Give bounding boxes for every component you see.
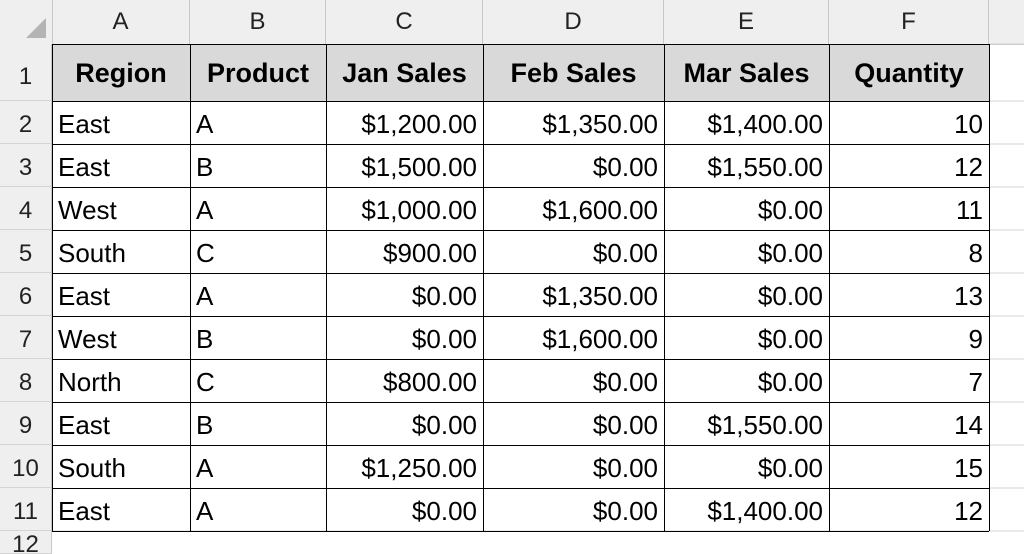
- cell-a10[interactable]: South: [58, 453, 126, 483]
- row-header-7[interactable]: 7: [0, 316, 52, 359]
- cell-b10[interactable]: A: [196, 453, 214, 483]
- header-cell-c1[interactable]: Jan Sales: [326, 44, 483, 101]
- cell-c8[interactable]: $800.00: [383, 367, 477, 397]
- cell-d9[interactable]: $0.00: [592, 410, 658, 440]
- cell-c3[interactable]: $1,500.00: [361, 152, 477, 182]
- cell-f5[interactable]: 8: [968, 238, 983, 268]
- cell-c7[interactable]: $0.00: [411, 324, 477, 354]
- cell-e9[interactable]: $1,550.00: [707, 410, 823, 440]
- cell-a4[interactable]: West: [58, 195, 117, 225]
- cell-d3[interactable]: $0.00: [592, 152, 658, 182]
- select-all-button[interactable]: [0, 0, 53, 44]
- row-header-6[interactable]: 6: [0, 273, 52, 316]
- cell-e2[interactable]: $1,400.00: [707, 109, 823, 139]
- header-cell-a1[interactable]: Region: [52, 44, 190, 101]
- cell-a3[interactable]: East: [58, 152, 111, 182]
- cell-e4[interactable]: $0.00: [757, 195, 823, 225]
- cell-f6[interactable]: 13: [954, 281, 983, 311]
- cell-c9[interactable]: $0.00: [411, 410, 477, 440]
- cell-a7[interactable]: West: [58, 324, 117, 354]
- row-header-2[interactable]: 2: [0, 101, 52, 144]
- column-header-a[interactable]: A: [52, 0, 190, 44]
- cell-e3[interactable]: $1,550.00: [707, 152, 823, 182]
- column-header-f[interactable]: F: [829, 0, 989, 44]
- cell-d6[interactable]: $1,350.00: [542, 281, 658, 311]
- cell-e6[interactable]: $0.00: [757, 281, 823, 311]
- cell-d11[interactable]: $0.00: [592, 496, 658, 526]
- row-header-1[interactable]: 1: [0, 44, 52, 101]
- cell-a9[interactable]: East: [58, 410, 111, 440]
- cell-d7[interactable]: $1,600.00: [542, 324, 658, 354]
- cell-c6[interactable]: $0.00: [411, 281, 477, 311]
- cell-d2[interactable]: $1,350.00: [542, 109, 658, 139]
- row-header-12[interactable]: 12: [0, 531, 52, 554]
- cell-f2[interactable]: 10: [954, 109, 983, 139]
- column-header-d[interactable]: D: [483, 0, 664, 44]
- header-cell-e1[interactable]: Mar Sales: [664, 44, 829, 101]
- cell-d10[interactable]: $0.00: [592, 453, 658, 483]
- row-header-10[interactable]: 10: [0, 445, 52, 488]
- row-header-11[interactable]: 11: [0, 488, 52, 531]
- cell-f4[interactable]: 11: [956, 195, 983, 225]
- cell-c11[interactable]: $0.00: [411, 496, 477, 526]
- select-all-triangle-icon: [26, 18, 46, 38]
- cell-e7[interactable]: $0.00: [757, 324, 823, 354]
- header-cell-f1[interactable]: Quantity: [829, 44, 989, 101]
- cell-f3[interactable]: 12: [954, 152, 983, 182]
- row-header-9[interactable]: 9: [0, 402, 52, 445]
- cell-f11[interactable]: 12: [954, 496, 983, 526]
- cell-b5[interactable]: C: [196, 238, 215, 268]
- cell-d5[interactable]: $0.00: [592, 238, 658, 268]
- cell-b6[interactable]: A: [196, 281, 214, 311]
- cell-a2[interactable]: East: [58, 109, 111, 139]
- cell-f9[interactable]: 14: [954, 410, 983, 440]
- cell-b8[interactable]: C: [196, 367, 215, 397]
- row-header-8[interactable]: 8: [0, 359, 52, 402]
- cell-a8[interactable]: North: [58, 367, 122, 397]
- cell-c10[interactable]: $1,250.00: [361, 453, 477, 483]
- header-cell-b1[interactable]: Product: [190, 44, 326, 101]
- cell-e11[interactable]: $1,400.00: [707, 496, 823, 526]
- cell-a6[interactable]: East: [58, 281, 111, 311]
- cell-f10[interactable]: 15: [954, 453, 983, 483]
- cell-d8[interactable]: $0.00: [592, 367, 658, 397]
- cell-e10[interactable]: $0.00: [757, 453, 823, 483]
- cell-c2[interactable]: $1,200.00: [361, 109, 477, 139]
- cell-c5[interactable]: $900.00: [383, 238, 477, 268]
- cell-b3[interactable]: B: [196, 152, 214, 182]
- header-cell-d1[interactable]: Feb Sales: [483, 44, 664, 101]
- cell-b9[interactable]: B: [196, 410, 214, 440]
- row-header-3[interactable]: 3: [0, 144, 52, 187]
- cell-f7[interactable]: 9: [968, 324, 983, 354]
- cell-a5[interactable]: South: [58, 238, 126, 268]
- row-header-5[interactable]: 5: [0, 230, 52, 273]
- cell-e5[interactable]: $0.00: [757, 238, 823, 268]
- cell-b2[interactable]: A: [196, 109, 214, 139]
- row-header-4[interactable]: 4: [0, 187, 52, 230]
- column-header-c[interactable]: C: [326, 0, 483, 44]
- cell-c4[interactable]: $1,000.00: [361, 195, 477, 225]
- cell-b7[interactable]: B: [196, 324, 214, 354]
- cell-b11[interactable]: A: [196, 496, 214, 526]
- column-header-b[interactable]: B: [190, 0, 326, 44]
- cell-f8[interactable]: 7: [968, 367, 983, 397]
- cell-d4[interactable]: $1,600.00: [542, 195, 658, 225]
- cell-a11[interactable]: East: [58, 496, 111, 526]
- cell-b4[interactable]: A: [196, 195, 214, 225]
- cell-e8[interactable]: $0.00: [757, 367, 823, 397]
- column-header-e[interactable]: E: [664, 0, 829, 44]
